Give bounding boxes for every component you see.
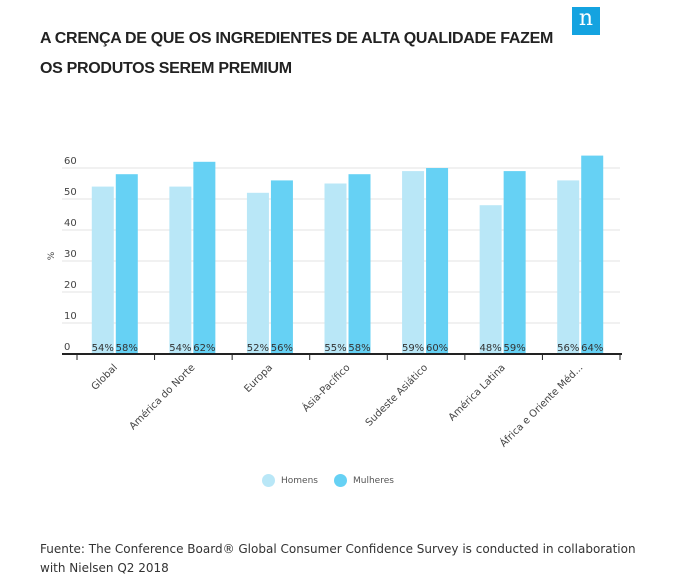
bar-homens — [402, 171, 425, 354]
y-tick-label: 10 — [64, 311, 77, 322]
source-note: Fuente: The Conference Board® Global Con… — [40, 542, 636, 575]
data-label: 56% — [557, 343, 579, 354]
data-label: 58% — [348, 343, 370, 354]
x-tick-label: África e Oriente Méd... — [497, 361, 586, 450]
y-tick-label: 40 — [64, 218, 77, 229]
legend-label-mulheres[interactable]: Mulheres — [352, 475, 394, 486]
bar-homens — [557, 180, 580, 354]
x-tick-label: América do Norte — [127, 362, 198, 433]
bar-homens — [169, 186, 192, 354]
bar-homens — [324, 183, 347, 354]
bar-homens — [91, 186, 114, 354]
bar-mulheres — [503, 171, 526, 354]
y-tick-label: 30 — [64, 249, 77, 260]
y-tick-label: 50 — [64, 187, 77, 198]
bar-mulheres — [426, 168, 449, 354]
x-tick-label: Global — [90, 362, 120, 392]
data-label: 55% — [324, 343, 346, 354]
legend-label-homens[interactable]: Homens — [281, 475, 318, 486]
bar-mulheres — [270, 180, 293, 354]
data-label: 59% — [402, 343, 424, 354]
data-label: 52% — [247, 343, 269, 354]
data-label: 58% — [116, 343, 138, 354]
chart-title: A CRENÇA DE QUE OS INGREDIENTES DE ALTA … — [40, 30, 554, 77]
x-tick-label: Ásia-Pacífico — [299, 361, 352, 414]
data-label: 48% — [480, 343, 502, 354]
data-label: 62% — [193, 343, 215, 354]
x-tick-label: América Latina — [446, 362, 508, 424]
bar-homens — [246, 192, 269, 354]
nielsen-logo: n — [572, 7, 600, 35]
data-label: 59% — [504, 343, 526, 354]
y-axis-label: % — [47, 251, 57, 260]
y-tick-label: 0 — [64, 342, 70, 353]
x-tick-label: Sudeste Asiático — [363, 362, 430, 429]
legend-swatch-homens[interactable] — [262, 474, 275, 487]
bar-homens — [479, 205, 502, 354]
data-label: 64% — [581, 343, 603, 354]
data-label: 54% — [169, 343, 191, 354]
data-label: 56% — [271, 343, 293, 354]
y-tick-label: 20 — [64, 280, 77, 291]
data-label: 60% — [426, 343, 448, 354]
y-tick-label: 60 — [64, 156, 77, 167]
data-label: 54% — [92, 343, 114, 354]
legend-swatch-mulheres[interactable] — [333, 474, 347, 487]
legend: Homens Mulheres — [262, 474, 394, 487]
bar-mulheres — [193, 161, 216, 354]
bar-mulheres — [348, 174, 371, 354]
x-tick-label: Europa — [242, 362, 275, 395]
bar-mulheres — [115, 174, 138, 354]
bar-mulheres — [581, 155, 604, 354]
